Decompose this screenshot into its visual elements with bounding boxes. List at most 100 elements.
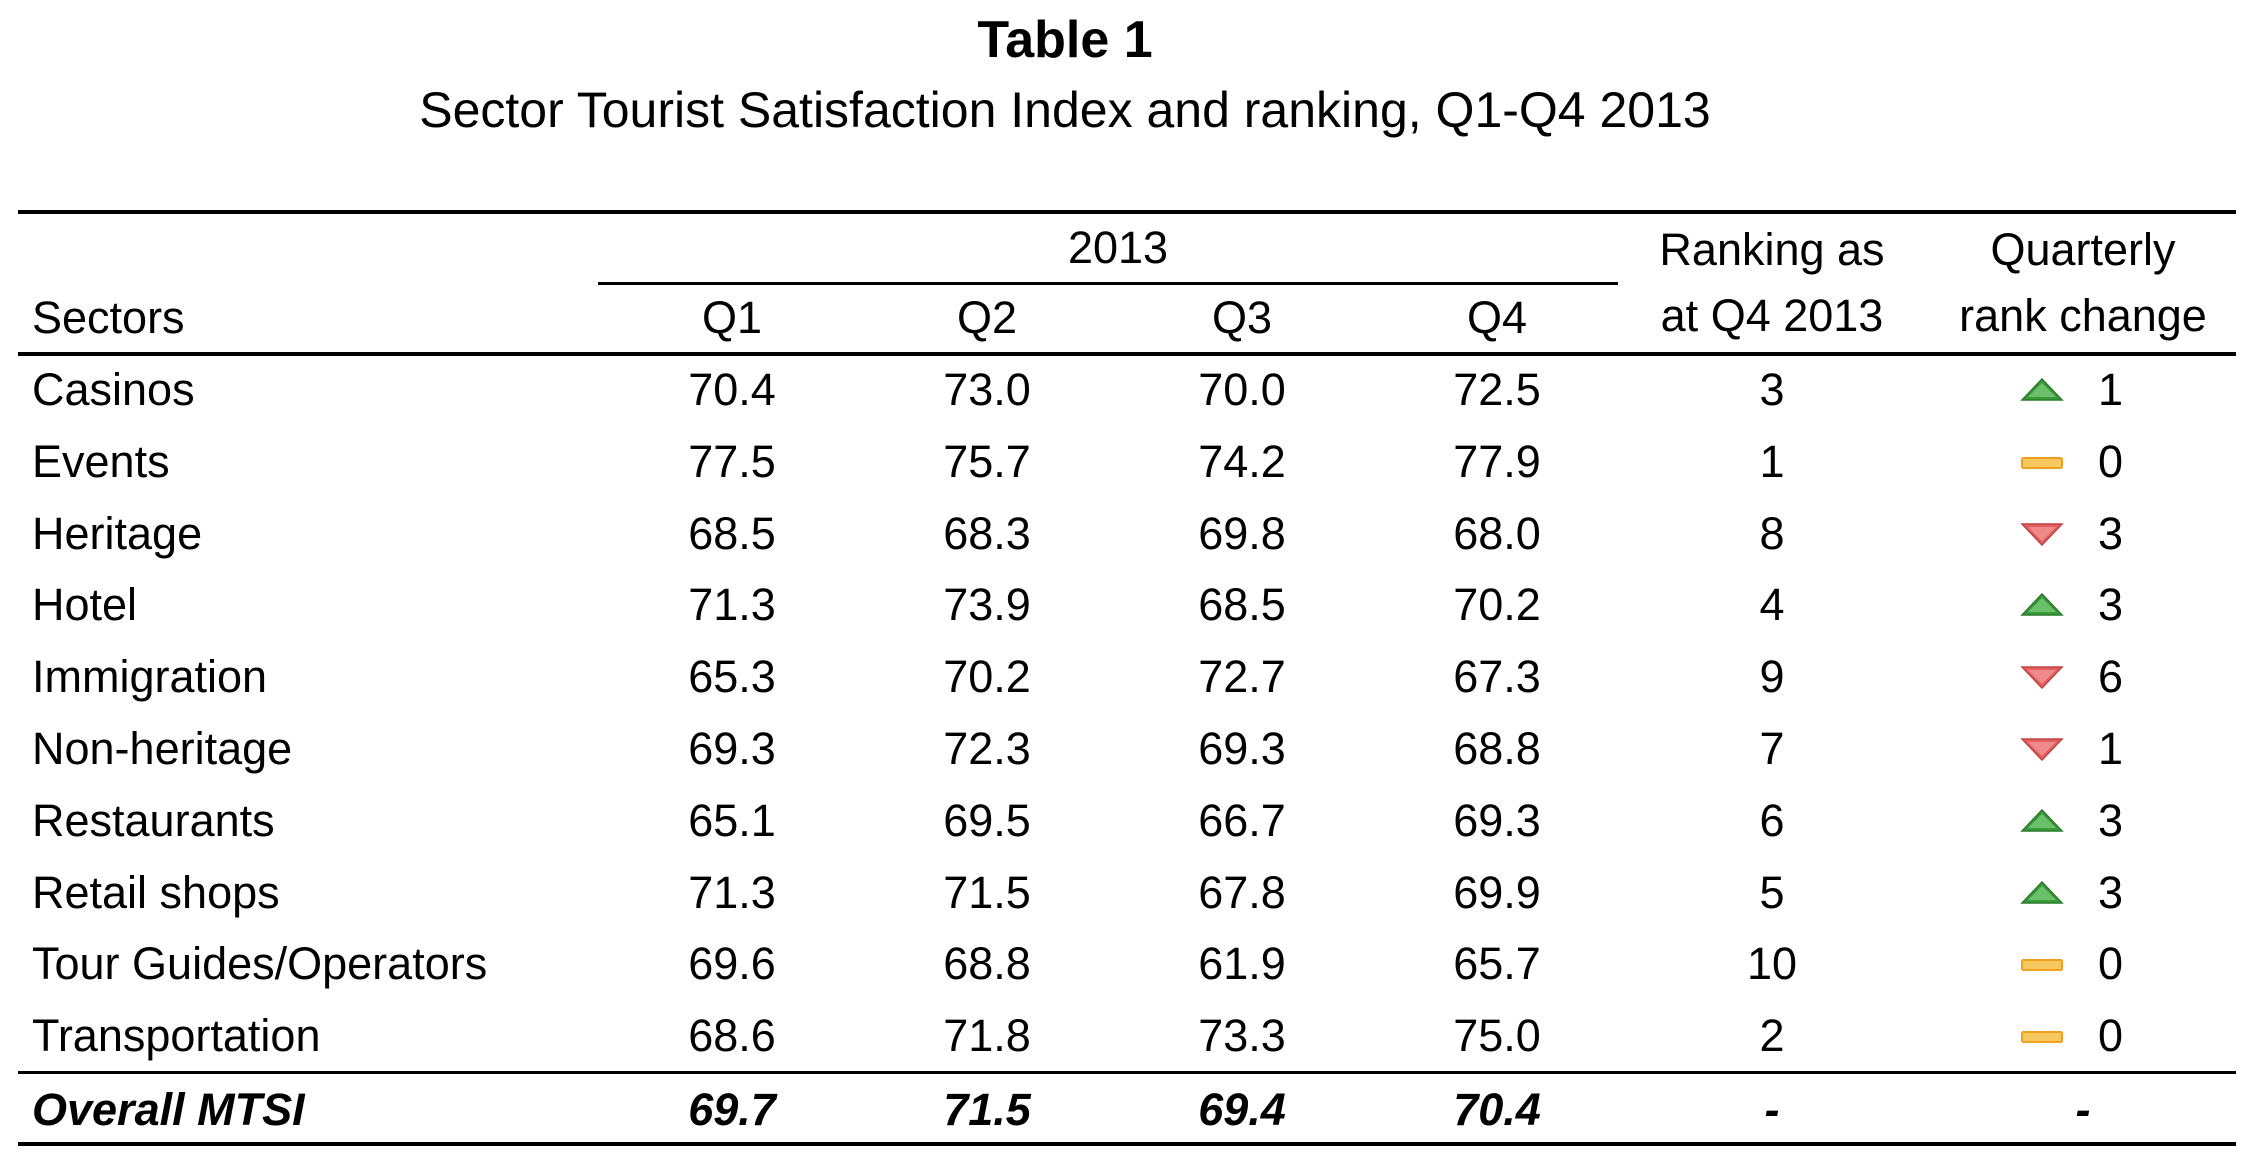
- dash-icon: [2021, 457, 2063, 469]
- q4-cell: 75.0: [1453, 1010, 1541, 1061]
- sector-label: Tour Guides/Operators: [32, 938, 488, 989]
- q1-cell: 65.3: [688, 651, 776, 702]
- q2-cell: 73.0: [943, 364, 1031, 415]
- sectors-header: Sectors: [32, 292, 185, 343]
- rank-change-value: 0: [2098, 938, 2124, 989]
- q3-cell: 73.3: [1198, 1010, 1286, 1061]
- q1-cell: 71.3: [688, 867, 776, 918]
- rank-change-cell: 0: [2018, 1008, 2158, 1064]
- rank-cell: 1: [1759, 436, 1785, 487]
- triangle-down-icon: [2020, 523, 2064, 547]
- year-header: 2013: [1067, 222, 1169, 273]
- rank-cell: 6: [1759, 795, 1785, 846]
- dash-icon: [2021, 1031, 2063, 1043]
- q1-cell: 68.5: [688, 508, 776, 559]
- rank-cell: 2: [1759, 1010, 1785, 1061]
- q1-cell: 69.3: [688, 723, 776, 774]
- q4-cell: 69.3: [1453, 795, 1541, 846]
- triangle-up-icon: [2020, 880, 2064, 904]
- q3-cell: 67.8: [1198, 867, 1286, 918]
- rank-change-value: 3: [2098, 867, 2124, 918]
- rank-change-value: 1: [2098, 364, 2124, 415]
- q1-cell: 68.6: [688, 1010, 776, 1061]
- rank-change-cell: 3: [2018, 506, 2158, 562]
- triangle-down-icon: [2020, 666, 2064, 690]
- rank-change-value: 0: [2098, 1010, 2124, 1061]
- q2-cell: 73.9: [943, 579, 1031, 630]
- q2-cell: 71.8: [943, 1010, 1031, 1061]
- rank-change-cell: 3: [2018, 577, 2158, 633]
- q3-cell: 69.3: [1198, 723, 1286, 774]
- q1-cell: 65.1: [688, 795, 776, 846]
- q3-cell: 61.9: [1198, 938, 1286, 989]
- triangle-up-icon: [2020, 592, 2064, 616]
- overall-q2: 71.5: [943, 1084, 1031, 1135]
- sector-label: Immigration: [32, 651, 268, 702]
- bottom-rule: [18, 1142, 2236, 1146]
- q4-cell: 68.0: [1453, 508, 1541, 559]
- rank-cell: 4: [1759, 579, 1785, 630]
- rank-change-value: 0: [2098, 436, 2124, 487]
- q3-cell: 70.0: [1198, 364, 1286, 415]
- q2-header: Q2: [956, 292, 1018, 343]
- sector-label: Events: [32, 436, 170, 487]
- q2-cell: 69.5: [943, 795, 1031, 846]
- q1-cell: 77.5: [688, 436, 776, 487]
- sector-label: Restaurants: [32, 795, 275, 846]
- sector-label: Hotel: [32, 579, 138, 630]
- ranking-header-line1: Ranking as: [1659, 224, 1885, 275]
- triangle-up-icon: [2020, 377, 2064, 401]
- overall-label: Overall MTSI: [32, 1084, 305, 1135]
- rank-change-cell: 1: [2018, 721, 2158, 777]
- q1-cell: 70.4: [688, 364, 776, 415]
- q4-cell: 72.5: [1453, 364, 1541, 415]
- q2-cell: 72.3: [943, 723, 1031, 774]
- q2-cell: 75.7: [943, 436, 1031, 487]
- q4-cell: 77.9: [1453, 436, 1541, 487]
- rank-cell: 5: [1759, 867, 1785, 918]
- triangle-down-icon: [2020, 738, 2064, 762]
- sector-label: Casinos: [32, 364, 195, 415]
- table-subtitle: Sector Tourist Satisfaction Index and ra…: [419, 82, 1711, 138]
- rank-change-cell: 3: [2018, 793, 2158, 849]
- q4-cell: 70.2: [1453, 579, 1541, 630]
- q2-cell: 71.5: [943, 867, 1031, 918]
- q3-cell: 72.7: [1198, 651, 1286, 702]
- q2-cell: 68.3: [943, 508, 1031, 559]
- rank-cell: 7: [1759, 723, 1785, 774]
- year-rule: [598, 282, 1618, 285]
- dash-icon: [2021, 959, 2063, 971]
- overall-change: -: [2075, 1084, 2091, 1135]
- q3-cell: 69.8: [1198, 508, 1286, 559]
- overall-q4: 70.4: [1453, 1084, 1541, 1135]
- q1-cell: 69.6: [688, 938, 776, 989]
- rank-change-cell: 6: [2018, 649, 2158, 705]
- rank-change-cell: 3: [2018, 865, 2158, 921]
- q4-cell: 69.9: [1453, 867, 1541, 918]
- rank-change-cell: 1: [2018, 362, 2158, 418]
- q3-header: Q3: [1211, 292, 1273, 343]
- rank-change-value: 3: [2098, 579, 2124, 630]
- sector-label: Non-heritage: [32, 723, 293, 774]
- rank-change-value: 3: [2098, 795, 2124, 846]
- change-header-line2: rank change: [1959, 290, 2207, 341]
- sector-label: Heritage: [32, 508, 203, 559]
- ranking-header-line2: at Q4 2013: [1660, 290, 1884, 341]
- sector-label: Retail shops: [32, 867, 280, 918]
- overall-q1: 69.7: [688, 1084, 776, 1135]
- overall-rank: -: [1764, 1084, 1780, 1135]
- table-title: Table 1: [977, 11, 1153, 69]
- q3-cell: 66.7: [1198, 795, 1286, 846]
- q1-header: Q1: [701, 292, 763, 343]
- q4-cell: 65.7: [1453, 938, 1541, 989]
- rank-change-cell: 0: [2018, 936, 2158, 992]
- rank-change-value: 6: [2098, 651, 2124, 702]
- rank-change-cell: 0: [2018, 434, 2158, 490]
- top-rule: [18, 210, 2236, 214]
- overall-q3: 69.4: [1198, 1084, 1286, 1135]
- change-header-line1: Quarterly: [1990, 224, 2176, 275]
- q4-cell: 68.8: [1453, 723, 1541, 774]
- q4-cell: 67.3: [1453, 651, 1541, 702]
- rank-change-value: 3: [2098, 508, 2124, 559]
- q4-header: Q4: [1466, 292, 1528, 343]
